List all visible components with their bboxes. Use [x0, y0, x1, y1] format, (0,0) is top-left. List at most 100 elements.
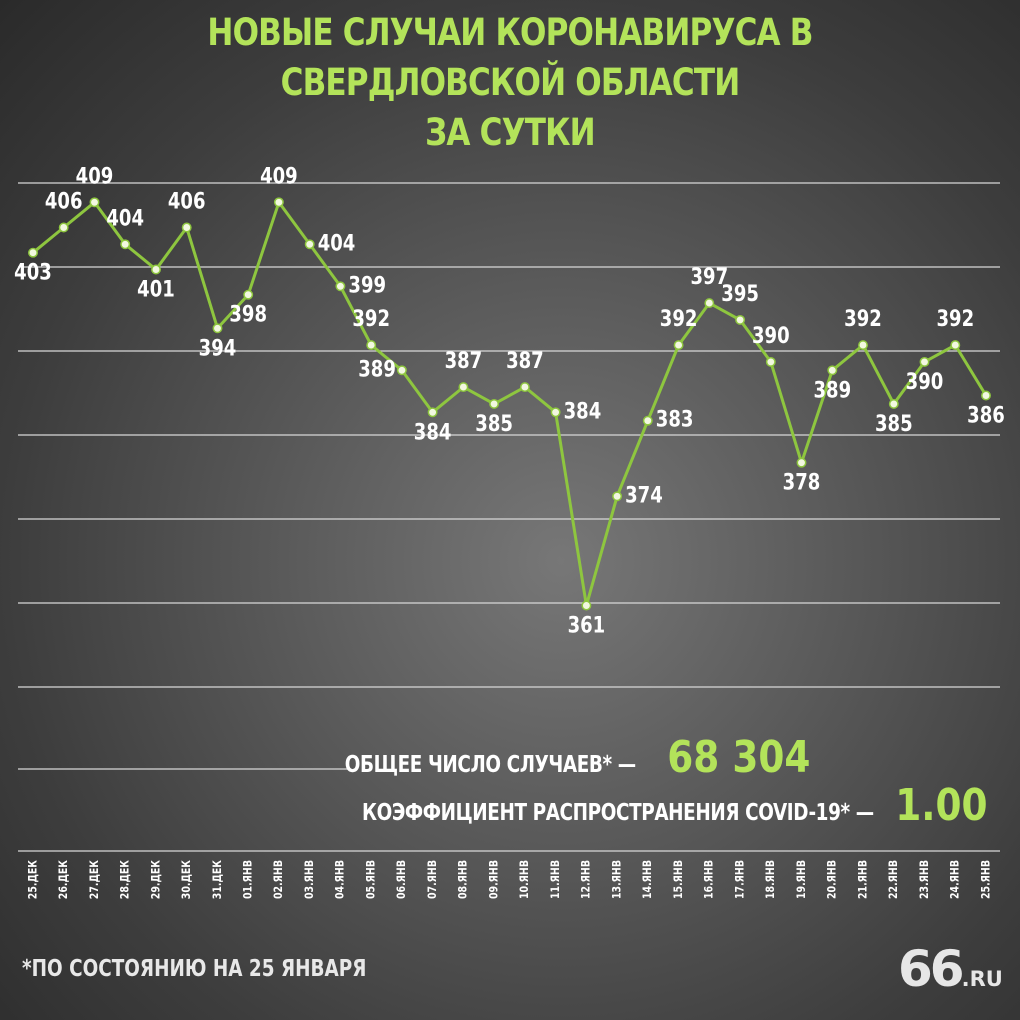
- data-label: 385: [475, 410, 513, 436]
- data-label: 397: [690, 263, 728, 289]
- data-point: [304, 239, 315, 250]
- total-cases-stat: ОБЩЕЕ ЧИСЛО СЛУЧАЕВ* — 68 304: [272, 732, 810, 783]
- data-point: [151, 264, 161, 275]
- data-label: 389: [358, 356, 396, 382]
- data-point: [427, 407, 438, 418]
- data-point: [243, 289, 254, 300]
- reproduction-rate-value: 1.00: [895, 780, 988, 831]
- data-label: 394: [199, 335, 237, 361]
- x-tick-label: 17.ЯНВ: [734, 860, 747, 899]
- data-label: 384: [564, 398, 602, 424]
- data-label: 390: [906, 368, 944, 394]
- data-point: [58, 222, 69, 233]
- chart-title-line-2: ЗА СУТКИ: [425, 111, 595, 154]
- data-label: 392: [936, 305, 974, 331]
- data-point: [950, 340, 961, 351]
- data-label: 404: [106, 205, 144, 231]
- series-line: [32, 200, 988, 607]
- data-point: [642, 415, 653, 426]
- data-label: 399: [348, 272, 386, 298]
- data-label: 406: [168, 188, 206, 214]
- data-label: 392: [660, 305, 698, 331]
- logo-number: 66: [898, 940, 965, 998]
- data-label: 395: [721, 280, 759, 306]
- x-tick-label: 26.ДЕК: [57, 860, 70, 900]
- data-label: 374: [625, 482, 663, 508]
- x-tick-label: 08.ЯНВ: [457, 860, 470, 899]
- chart-title-line-1: НОВЫЕ СЛУЧАИ КОРОНАВИРУСА В СВЕРДЛОВСКОЙ…: [207, 11, 813, 104]
- x-tick-label: 11.ЯНВ: [549, 860, 562, 899]
- data-point: [919, 356, 930, 367]
- x-tick-label: 15.ЯНВ: [672, 860, 685, 899]
- data-label: 361: [568, 612, 606, 638]
- data-label: 398: [229, 301, 267, 327]
- data-label: 386: [967, 402, 1005, 428]
- data-point: [489, 398, 500, 409]
- x-tick-label: 23.ЯНВ: [918, 860, 931, 899]
- data-label: 406: [45, 188, 83, 214]
- data-point: [765, 356, 776, 367]
- x-tick-label: 14.ЯНВ: [641, 860, 654, 899]
- data-point: [458, 382, 469, 393]
- data-point: [366, 340, 377, 351]
- x-tick-label: 25.ДЕК: [26, 860, 39, 900]
- x-tick-label: 10.ЯНВ: [518, 860, 531, 899]
- x-tick-label: 07.ЯНВ: [426, 860, 439, 899]
- x-tick-label: 05.ЯНВ: [365, 860, 378, 899]
- data-point: [858, 340, 868, 351]
- x-tick-label: 16.ЯНВ: [703, 860, 716, 899]
- x-tick-label: 20.ЯНВ: [826, 860, 839, 899]
- logo-domain: .RU: [961, 967, 1003, 991]
- x-tick-label: 13.ЯНВ: [611, 860, 624, 899]
- x-tick-label: 21.ЯНВ: [856, 860, 869, 899]
- x-tick-label: 19.ЯНВ: [795, 860, 808, 899]
- data-label: 404: [318, 230, 356, 256]
- data-point: [28, 247, 38, 258]
- data-point: [888, 398, 899, 409]
- data-label: 401: [137, 276, 175, 302]
- total-cases-value: 68 304: [666, 732, 810, 783]
- data-point: [981, 390, 991, 401]
- x-tick-label: 31.ДЕК: [211, 860, 224, 900]
- x-tick-label: 04.ЯНВ: [334, 860, 347, 899]
- data-label: 378: [783, 469, 821, 495]
- data-labels: 4034064094044014063943984094043993923893…: [14, 163, 1005, 638]
- x-tick-label: 24.ЯНВ: [949, 860, 962, 899]
- data-label: 387: [506, 347, 544, 373]
- x-tick-label: 28.ДЕК: [119, 860, 132, 900]
- data-point: [273, 197, 284, 208]
- data-label: 384: [414, 419, 452, 445]
- data-point: [704, 298, 715, 309]
- x-tick-label: 03.ЯНВ: [303, 860, 316, 899]
- data-label: 409: [260, 163, 298, 189]
- data-point: [120, 239, 131, 250]
- data-point: [89, 197, 100, 208]
- x-tick-label: 22.ЯНВ: [887, 860, 900, 899]
- x-axis-tick-labels: 25.ДЕК 26.ДЕК 27.ДЕК 28.ДЕК 29.ДЕК 30.ДЕК 31.Д…: [26, 860, 992, 900]
- x-tick-label: 06.ЯНВ: [395, 860, 408, 899]
- x-tick-label: 12.ЯНВ: [580, 860, 593, 899]
- x-tick-label: 02.ЯНВ: [272, 860, 285, 899]
- x-tick-label: 01.ЯНВ: [242, 860, 255, 899]
- x-tick-label: 29.ДЕК: [149, 860, 162, 900]
- total-cases-label: ОБЩЕЕ ЧИСЛО СЛУЧАЕВ* —: [345, 752, 637, 778]
- footnote: *ПО СОСТОЯНИЮ НА 25 ЯНВАРЯ: [22, 956, 367, 982]
- data-label: 403: [14, 259, 52, 285]
- x-tick-label: 18.ЯНВ: [764, 860, 777, 899]
- logo-66ru[interactable]: 66.RU: [898, 940, 1003, 998]
- data-point: [519, 382, 530, 393]
- data-point: [396, 365, 407, 376]
- x-tick-label: 25.ЯНВ: [979, 860, 992, 899]
- data-point: [735, 314, 746, 325]
- data-label: 389: [813, 377, 851, 403]
- data-point: [181, 222, 192, 233]
- chart-title: НОВЫЕ СЛУЧАИ КОРОНАВИРУСА В СВЕРДЛОВСКОЙ…: [82, 8, 939, 158]
- x-tick-label: 27.ДЕК: [88, 860, 101, 900]
- data-point: [550, 407, 561, 418]
- grid-lines: [18, 182, 1000, 852]
- data-point: [673, 340, 684, 351]
- data-label: 409: [76, 163, 114, 189]
- data-label: 392: [352, 305, 390, 331]
- data-point: [827, 365, 838, 376]
